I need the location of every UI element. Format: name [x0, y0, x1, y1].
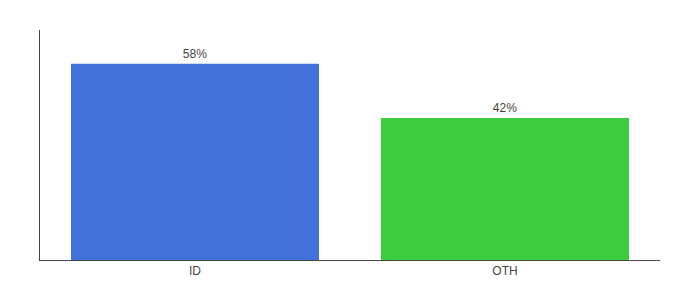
svg-text:42%: 42%	[493, 101, 517, 115]
svg-text:ID: ID	[189, 264, 201, 278]
svg-text:58%: 58%	[183, 47, 207, 61]
svg-text:OTH: OTH	[492, 264, 517, 278]
